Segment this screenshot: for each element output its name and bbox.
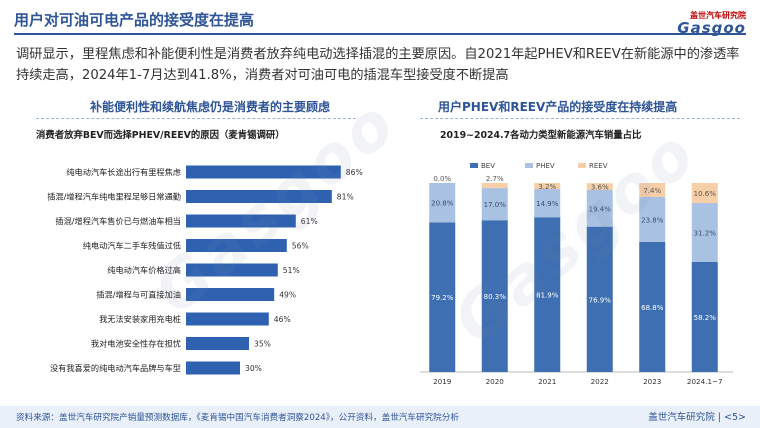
value-label: 61% [301,217,318,226]
segment-label: 68.8% [641,304,664,312]
footer-source: 资料来源：盖世汽车研究院产销量预测数据库，《麦肯锡中国汽车消费者洞察2024》，… [16,413,459,423]
x-tick-label: 2022 [591,377,609,386]
title-divider [14,33,746,35]
category-label: 插混/增程汽车售价已与燃油车相当 [55,216,181,226]
category-label: 我对电池安全性存在担忧 [91,339,181,349]
segment-label: 14.9% [536,200,559,208]
bar [186,165,341,179]
bar [186,214,296,228]
segment-label: 3.6% [591,184,609,192]
bar-segment [534,189,561,218]
bar-segment [639,183,666,197]
bar-segment [534,217,561,372]
category-label: 我无法安装家用充电桩 [99,314,181,324]
category-label: 插混/增程与可直接加油 [96,290,181,300]
intro-text: 调研显示，里程焦虑和补能便利性是消费者放弃纯电动选择插混的主要原因。自2021年… [16,47,740,83]
category-label: 纯电动汽车价格过高 [107,265,181,275]
segment-label: 0.0% [433,175,451,183]
bar-segment [639,241,666,372]
bar-segment [691,262,718,372]
legend-swatch [470,163,478,168]
brand-subtitle: 盖世汽车研究院 [690,11,746,20]
bar-segment [481,188,508,221]
footer-bar: 资料来源：盖世汽车研究院产销量预测数据库，《麦肯锡中国汽车消费者洞察2024》，… [0,406,760,428]
segment-label: 23.8% [641,216,664,224]
segment-label: 19.4% [589,205,612,213]
value-label: 30% [245,364,262,373]
legend-swatch [525,163,533,168]
category-label: 纯电动汽车二手车残值过低 [83,241,181,251]
legend-swatch [578,163,586,168]
value-label: 51% [283,266,300,275]
segment-label: 20.8% [431,200,454,208]
bar-segment [639,196,666,242]
value-label: 35% [254,340,271,349]
segment-label: 58.2% [694,314,717,322]
footer-page: 盖世汽车研究院 | <5> [648,412,746,423]
bar-segment [691,183,718,204]
left-dash-divider [36,118,356,119]
bar [186,263,278,277]
right-chart-title: 2019~2024.7各动力类型新能源汽车销量占比 [440,130,642,141]
value-label: 46% [274,315,291,324]
bar [186,312,269,326]
segment-label: 31.2% [694,230,717,238]
x-tick-label: 2020 [486,377,505,386]
bar [186,190,332,203]
value-label: 49% [279,291,296,300]
bar-segment [481,183,508,189]
bar-segment [691,203,718,263]
bar [186,239,287,252]
segment-label: 76.9% [589,296,612,304]
x-tick-label: 2023 [643,377,661,386]
bar [186,337,249,350]
category-label: 纯电动汽车长途出行有里程焦虑 [66,167,181,177]
segment-label: 3.2% [538,183,556,191]
value-label: 56% [292,242,309,251]
bar [186,361,240,375]
category-label: 插混/增程汽车纯电里程足够日常通勤 [47,192,181,202]
left-section-title: 补能便利性和续航焦虑仍是消费者的主要顾虑 [90,100,331,114]
segment-label: 2.7% [486,175,504,183]
brand-name: Gasgoo [677,19,746,37]
bar-segment [586,183,613,190]
value-label: 81% [337,193,354,202]
segment-label: 10.6% [694,190,717,198]
x-tick-label: 2024.1~7 [687,377,723,386]
x-tick-label: 2021 [538,377,556,386]
right-dash-divider [420,118,740,119]
x-tick-label: 2019 [433,377,452,386]
category-label: 没有我喜爱的纯电动汽车品牌与车型 [50,363,181,373]
bar-segment [481,220,508,372]
page-title: 用户对可油可电产品的接受度在提高 [14,11,255,29]
bar-segment [429,183,456,223]
bar-segment [586,189,613,227]
segment-label: 7.4% [643,187,661,195]
bar-segment [586,226,613,372]
legend-label: PHEV [536,162,555,170]
bar-segment [534,183,561,190]
bar [186,288,275,301]
segment-label: 80.3% [484,293,507,301]
brand-logo: 盖世汽车研究院 Gasgoo [677,10,746,36]
value-label: 86% [346,168,363,177]
segment-label: 79.2% [431,294,454,302]
segment-label: 17.0% [484,201,507,209]
legend-label: REEV [589,162,608,170]
legend-label: BEV [481,162,495,170]
bar-segment [429,222,456,372]
right-section-title: 用户PHEV和REEV产品的接受度在持续提高 [438,100,678,114]
left-chart-title: 消费者放弃BEV而选择PHEV/REEV的原因（麦肯锡调研） [36,130,285,141]
segment-label: 81.9% [536,292,559,300]
